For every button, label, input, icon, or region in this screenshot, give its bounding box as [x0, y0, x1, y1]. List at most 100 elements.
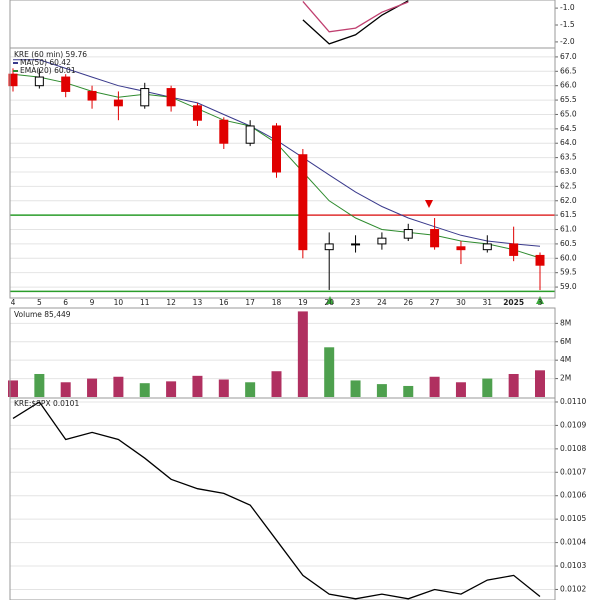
candle-body	[456, 246, 466, 251]
y-tick-label: 64.5	[560, 124, 577, 133]
y-tick-label: 0.0109	[560, 420, 586, 429]
buy-arrow	[536, 296, 544, 304]
candle-body	[245, 125, 255, 144]
x-tick-label: 18	[272, 298, 282, 307]
volume-bar	[87, 378, 98, 397]
y-tick-label: 2M	[560, 374, 571, 383]
x-tick-label: 2025	[503, 298, 524, 307]
x-tick-label: 9	[90, 298, 95, 307]
volume-bar	[271, 371, 282, 397]
volume-bar	[245, 382, 256, 397]
y-tick-label: 0.0106	[560, 491, 586, 500]
y-tick-label: 64.0	[560, 138, 577, 147]
candle-body	[87, 90, 97, 101]
volume-bar	[508, 373, 519, 397]
buy-arrow	[326, 296, 334, 304]
volume-bar	[535, 370, 545, 397]
volume-bar	[60, 382, 71, 397]
volume-bar	[324, 347, 335, 397]
x-tick-label: 17	[245, 298, 255, 307]
candle-body	[8, 73, 18, 87]
candle-body	[430, 229, 440, 248]
x-tick-label: 30	[456, 298, 466, 307]
y-tick-label: 65.5	[560, 95, 577, 104]
series-line	[12, 401, 541, 600]
y-tick-label: 66.0	[560, 81, 577, 90]
y-tick-label: 6M	[560, 337, 571, 346]
legend-entry: MA(50) 60.42	[20, 58, 71, 67]
y-tick-label: 63.0	[560, 167, 577, 176]
y-tick-label: 8M	[560, 318, 571, 327]
x-tick-label: 13	[193, 298, 203, 307]
x-tick-label: 5	[37, 298, 42, 307]
x-tick-label: 4	[11, 298, 16, 307]
volume-bar	[166, 381, 177, 397]
y-tick-label: 4M	[560, 355, 571, 364]
volume-bar	[429, 376, 440, 397]
candle-body	[509, 243, 519, 256]
y-tick-label: 0.0110	[560, 397, 586, 406]
x-tick-label: 31	[483, 298, 493, 307]
x-tick-label: 19	[298, 298, 308, 307]
y-tick-label: 0.0103	[560, 561, 586, 570]
y-tick-label: 66.5	[560, 66, 577, 75]
y-tick-label: -1.5	[560, 20, 575, 29]
candle-body	[482, 243, 492, 251]
candle-body	[535, 254, 545, 266]
y-tick-label: 62.0	[560, 196, 577, 205]
y-tick-label: 59.5	[560, 268, 577, 277]
x-tick-label: 26	[403, 298, 413, 307]
sell-arrow	[299, 200, 307, 208]
x-tick-label: 23	[351, 298, 361, 307]
candle-body	[219, 119, 229, 144]
volume-bar	[376, 384, 387, 397]
volume-bar	[192, 375, 203, 397]
x-tick-label: 6	[63, 298, 68, 307]
x-tick-label: 10	[114, 298, 124, 307]
y-tick-label: 0.0108	[560, 444, 586, 453]
y-tick-label: 61.0	[560, 225, 577, 234]
ratio-frame	[9, 397, 556, 600]
y-tick-label: 60.5	[560, 239, 577, 248]
x-tick-label: 27	[430, 298, 440, 307]
plot-layer	[8, 0, 558, 600]
volume-bar	[218, 379, 229, 397]
candle-body	[351, 243, 361, 246]
price-frame	[9, 47, 556, 299]
volume-bar	[113, 376, 124, 397]
volume-bar	[455, 382, 466, 397]
candle-body	[113, 99, 123, 107]
y-tick-label: 0.0104	[560, 538, 586, 547]
candle-body	[403, 229, 413, 239]
candle-body	[166, 88, 176, 107]
y-tick-label: 67.0	[560, 52, 577, 61]
candle-body	[272, 125, 281, 173]
candle-body	[61, 76, 71, 92]
y-tick-label: 59.0	[560, 282, 577, 291]
volume-bar	[297, 311, 308, 397]
candle-body	[140, 88, 150, 107]
y-tick-label: 60.0	[560, 253, 577, 262]
x-tick-label: 3	[538, 298, 543, 307]
x-tick-label: 11	[140, 298, 150, 307]
volume-bar	[403, 385, 414, 397]
y-tick-label: 0.0107	[560, 467, 586, 476]
series-line	[302, 0, 409, 33]
volume-bar	[482, 378, 493, 397]
legend-entry: EMA(20) 60.01	[20, 66, 76, 75]
candle-body	[192, 105, 202, 121]
x-tick-label: 24	[377, 298, 387, 307]
x-tick-label: 16	[219, 298, 229, 307]
volume-bar	[350, 380, 361, 397]
x-tick-label: 20	[324, 298, 334, 307]
series-line	[302, 0, 409, 45]
candle-body	[34, 76, 44, 87]
volume-bar	[139, 383, 150, 397]
ratio-title: KRE:$SPX 0.0101	[14, 399, 79, 408]
volume-bar	[8, 380, 18, 397]
volume-title: Volume 85,449	[14, 310, 71, 319]
y-tick-label: 63.5	[560, 153, 577, 162]
x-tick-label: 12	[166, 298, 176, 307]
y-tick-label: -1.0	[560, 3, 575, 12]
